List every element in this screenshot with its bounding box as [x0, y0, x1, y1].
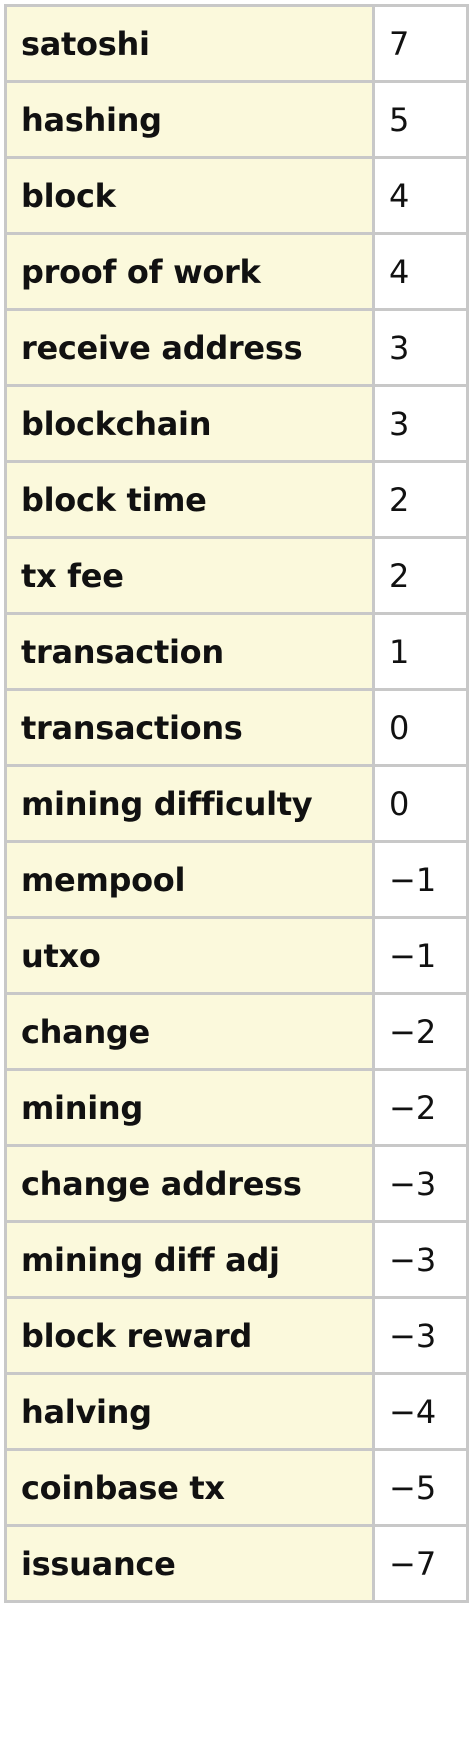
score-cell: 7 [372, 4, 469, 83]
table-row: change address −3 [4, 1144, 469, 1223]
score-cell: −7 [372, 1524, 469, 1603]
table-row: mining diff adj −3 [4, 1220, 469, 1299]
table-row: blockchain 3 [4, 384, 469, 463]
table-row: change −2 [4, 992, 469, 1071]
table-row: hashing 5 [4, 80, 469, 159]
term-cell: satoshi [4, 4, 375, 83]
term-cell: issuance [4, 1524, 375, 1603]
score-cell: 2 [372, 460, 469, 539]
table-row: receive address 3 [4, 308, 469, 387]
score-cell: 3 [372, 384, 469, 463]
term-cell: transactions [4, 688, 375, 767]
table-row: transactions 0 [4, 688, 469, 767]
table-row: block 4 [4, 156, 469, 235]
score-cell: −4 [372, 1372, 469, 1451]
table-row: proof of work 4 [4, 232, 469, 311]
score-cell: −2 [372, 992, 469, 1071]
table-row: utxo −1 [4, 916, 469, 995]
score-cell: −3 [372, 1296, 469, 1375]
term-cell: block time [4, 460, 375, 539]
score-cell: 4 [372, 156, 469, 235]
term-cell: proof of work [4, 232, 375, 311]
term-cell: utxo [4, 916, 375, 995]
term-cell: coinbase tx [4, 1448, 375, 1527]
score-table-body: satoshi 7 hashing 5 block 4 proof of wor… [4, 4, 469, 1603]
table-row: transaction 1 [4, 612, 469, 691]
score-cell: 5 [372, 80, 469, 159]
table-row: mempool −1 [4, 840, 469, 919]
term-cell: mining [4, 1068, 375, 1147]
table-row: mining −2 [4, 1068, 469, 1147]
table-row: tx fee 2 [4, 536, 469, 615]
score-cell: 0 [372, 764, 469, 843]
term-cell: change [4, 992, 375, 1071]
score-cell: −2 [372, 1068, 469, 1147]
term-cell: mempool [4, 840, 375, 919]
term-cell: mining diff adj [4, 1220, 375, 1299]
score-cell: 3 [372, 308, 469, 387]
score-cell: 2 [372, 536, 469, 615]
score-cell: −1 [372, 840, 469, 919]
term-cell: hashing [4, 80, 375, 159]
table-row: mining difficulty 0 [4, 764, 469, 843]
term-cell: halving [4, 1372, 375, 1451]
score-cell: −3 [372, 1144, 469, 1223]
term-cell: mining difficulty [4, 764, 375, 843]
table-row: halving −4 [4, 1372, 469, 1451]
score-cell: 0 [372, 688, 469, 767]
score-cell: −5 [372, 1448, 469, 1527]
score-cell: −1 [372, 916, 469, 995]
table-row: coinbase tx −5 [4, 1448, 469, 1527]
score-cell: −3 [372, 1220, 469, 1299]
term-cell: tx fee [4, 536, 375, 615]
table-row: issuance −7 [4, 1524, 469, 1603]
term-cell: transaction [4, 612, 375, 691]
table-row: block reward −3 [4, 1296, 469, 1375]
table-row: satoshi 7 [4, 4, 469, 83]
score-table-container: satoshi 7 hashing 5 block 4 proof of wor… [4, 4, 469, 1730]
score-cell: 1 [372, 612, 469, 691]
term-cell: block reward [4, 1296, 375, 1375]
term-cell: receive address [4, 308, 375, 387]
score-table: satoshi 7 hashing 5 block 4 proof of wor… [4, 4, 469, 1603]
term-cell: block [4, 156, 375, 235]
term-cell: blockchain [4, 384, 375, 463]
score-cell: 4 [372, 232, 469, 311]
table-row: block time 2 [4, 460, 469, 539]
term-cell: change address [4, 1144, 375, 1223]
